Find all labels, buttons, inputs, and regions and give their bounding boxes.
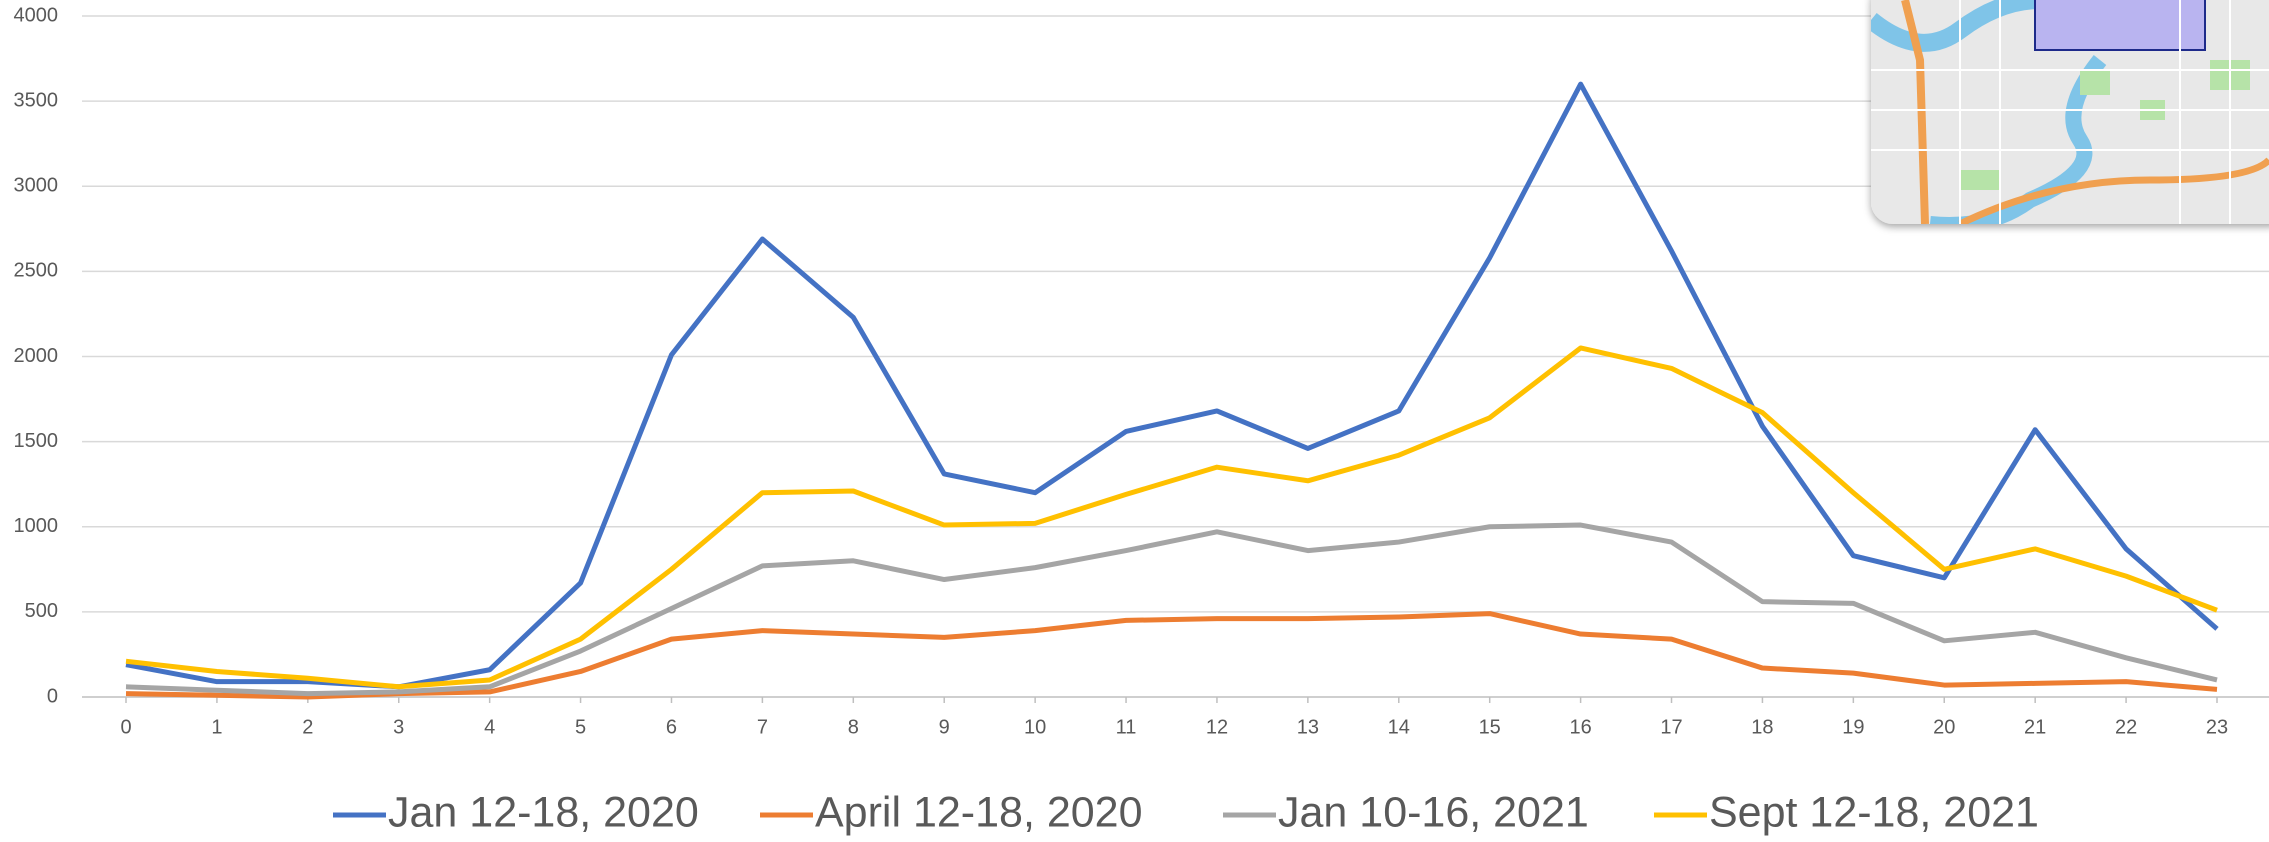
x-tick-label: 11 (1116, 716, 1137, 738)
x-tick-label: 1 (211, 716, 222, 738)
x-tick-label: 23 (2206, 716, 2228, 738)
y-tick-label: 3000 (14, 175, 59, 197)
y-tick-label: 500 (25, 600, 58, 622)
legend-label: April 12-18, 2020 (815, 788, 1143, 836)
legend-label: Sept 12-18, 2021 (1709, 788, 2039, 836)
x-tick-label: 12 (1206, 716, 1228, 738)
x-tick-label: 0 (120, 716, 131, 738)
y-tick-label: 4000 (14, 4, 59, 26)
y-tick-label: 2500 (14, 260, 59, 282)
x-tick-label: 19 (1842, 716, 1864, 738)
x-tick-label: 21 (2024, 716, 2046, 738)
legend-label: Jan 10-16, 2021 (1278, 788, 1589, 836)
series-line (126, 348, 2217, 687)
x-tick-label: 17 (1660, 716, 1682, 738)
x-tick-label: 2 (302, 716, 313, 738)
x-tick-label: 7 (757, 716, 768, 738)
x-tick-label: 6 (666, 716, 677, 738)
y-tick-label: 0 (47, 685, 58, 707)
x-tick-label: 16 (1569, 716, 1591, 738)
legend-label: Jan 12-18, 2020 (388, 788, 699, 836)
y-tick-label: 2000 (14, 345, 59, 367)
x-tick-label: 4 (484, 716, 495, 738)
series-line (126, 525, 2217, 694)
x-tick-label: 14 (1388, 716, 1410, 738)
x-tick-label: 3 (393, 716, 404, 738)
x-tick-label: 22 (2115, 716, 2137, 738)
chart: 0500100015002000250030003500400001234567… (0, 0, 2269, 842)
x-tick-label: 18 (1751, 716, 1773, 738)
y-tick-label: 3500 (14, 89, 59, 111)
x-tick-label: 5 (575, 716, 586, 738)
map-inset (1871, 0, 2269, 225)
y-tick-label: 1500 (14, 430, 59, 452)
x-tick-label: 15 (1479, 716, 1501, 738)
x-tick-label: 9 (939, 716, 950, 738)
x-tick-label: 10 (1024, 716, 1046, 738)
x-tick-label: 13 (1297, 716, 1319, 738)
x-tick-label: 20 (1933, 716, 1955, 738)
x-tick-label: 8 (848, 716, 859, 738)
y-tick-label: 1000 (14, 515, 59, 537)
